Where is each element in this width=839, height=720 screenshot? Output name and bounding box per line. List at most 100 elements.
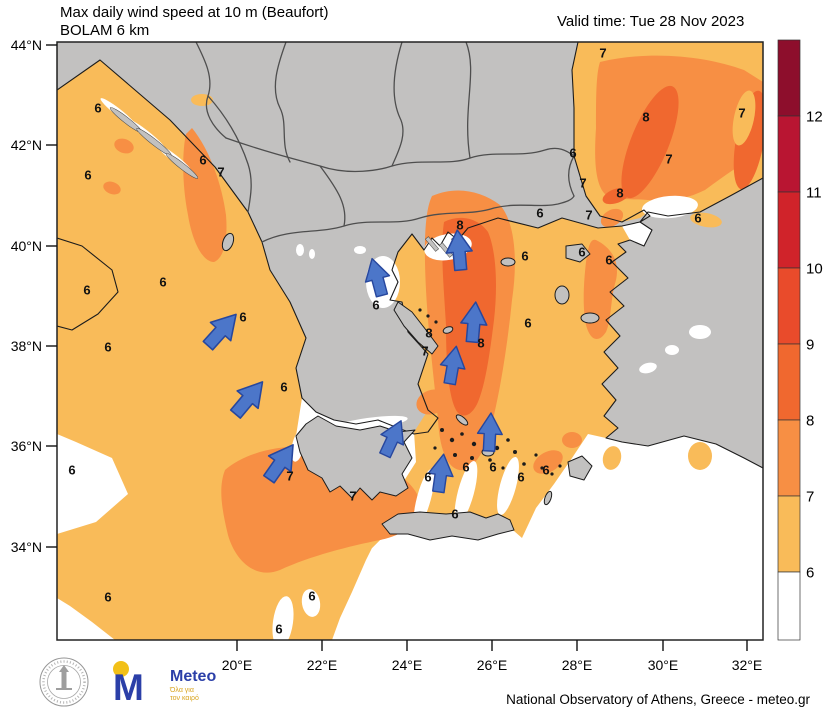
lon-tick-label: 28°E [562,657,593,673]
wind-speed-contour-label: 6 [524,316,531,331]
wind-speed-contour-label: 8 [477,336,484,351]
wind-direction-arrow-icon [476,412,503,452]
meteo-logo-m-icon: M [113,667,144,708]
wind-speed-contour-label: 7 [217,165,224,180]
wind-speed-contour-label: 6 [605,253,612,268]
corfu-island [221,232,235,252]
colorbar-value-label: 12 [806,108,823,125]
lon-tick-label: 24°E [392,657,423,673]
wind-direction-arrow-icon [379,420,405,459]
wind-speed-contour-label: 6 [694,211,701,226]
colorbar-segment [777,343,801,421]
wind-speed-contour-label: 7 [579,176,586,191]
colorbar-segment [777,495,801,573]
lon-tick-label: 30°E [648,657,679,673]
attribution-text: National Observatory of Athens, Greece -… [506,692,810,707]
colorbar: 12 11 10 9 8 7 6 [777,39,823,641]
wind-speed-contour-label: 6 [462,460,469,475]
chios-island [554,285,570,305]
colorbar-segment [777,115,801,193]
wind-direction-arrow-icon [460,301,488,344]
colorbar-segment [777,419,801,497]
wind-speed-contour-label: 6 [159,275,166,290]
wind-direction-arrow-icon [427,453,454,494]
wind-speed-contour-label: 6 [84,168,91,183]
lat-tick-label: 44°N [11,37,42,53]
colorbar-value-label: 8 [806,412,814,429]
wind-arrow-layer [202,229,503,494]
wind-speed-contour-label: 8 [456,218,463,233]
wind-direction-arrow-icon [445,229,473,272]
axis-layer: 44°N 42°N 40°N 38°N 36°N 34°N 20°E 22°E 24°E 26°E… [11,37,763,673]
lon-tick-label: 22°E [307,657,338,673]
wind-speed-contour-label: 6 [94,101,101,116]
lat-tick-label: 38°N [11,338,42,354]
meteo-logo-tagline-2: τον καιρό [170,694,199,702]
wind-speed-contour-label: 6 [280,380,287,395]
wind-speed-contour-label: 8 [616,186,623,201]
valid-time: Valid time: Tue 28 Nov 2023 [557,13,745,30]
wind-speed-contour-label: 6 [517,470,524,485]
wind-speed-contour-label: 8 [425,326,432,341]
wind-speed-contour-label: 6 [521,249,528,264]
wind-speed-contour-label: 6 [569,146,576,161]
wind-speed-contour-label: 6 [83,283,90,298]
wind-speed-contour-label: 7 [421,344,428,359]
colorbar-value-label: 11 [806,184,822,201]
wind-speed-contour-label: 6 [578,245,585,260]
wind-speed-contour-label: 7 [286,469,293,484]
wind-direction-arrow-icon [263,444,294,484]
meteo-logo: M Meteo Όλα για τον καιρό [113,661,216,708]
colorbar-value-label: 9 [806,336,814,353]
lat-tick-label: 34°N [11,539,42,555]
wind-speed-contour-label: 7 [599,46,606,61]
wind-speed-contour-label: 6 [542,463,549,478]
wind-speed-contour-label: 6 [104,340,111,355]
blacksea-core-streak [621,85,679,199]
lat-tick-label: 36°N [11,438,42,454]
colorbar-segment [777,39,801,117]
wind-direction-arrow-icon [364,257,391,298]
wind-speed-contour-label: 6 [536,206,543,221]
colorbar-segment [777,571,801,641]
wind-speed-contour-label: 6 [424,470,431,485]
lat-tick-label: 40°N [11,238,42,254]
wind-speed-contour-label: 8 [642,110,649,125]
colorbar-segment [777,191,801,269]
wind-speed-contour-label: 7 [738,106,745,121]
wind-direction-arrow-icon [439,345,466,386]
lon-tick-label: 26°E [477,657,508,673]
lon-tick-label: 20°E [222,657,253,673]
lat-tick-label: 42°N [11,137,42,153]
wind-speed-contour-label: 6 [308,589,315,604]
wind-direction-arrow-icon [202,313,237,351]
meteo-logo-name: Meteo [170,668,216,685]
wind-speed-contour-label: 6 [275,622,282,637]
wind-speed-contour-label: 7 [349,489,356,504]
map-title: Max daily wind speed at 10 m (Beaufort) [60,4,329,21]
colorbar-value-label: 10 [806,260,823,277]
wind-direction-arrow-icon [229,381,264,419]
colorbar-value-label: 7 [806,488,814,505]
meteo-logo-tagline-1: Όλα για [169,687,194,694]
limnos-island [500,257,516,267]
wind-speed-contour-label: 6 [451,507,458,522]
map-frame [56,41,764,641]
colorbar-value-label: 6 [806,564,814,581]
country-borders [195,42,575,243]
wind-speed-contour-label: 6 [239,310,246,325]
wind-speed-contour-label: 7 [585,208,592,223]
noa-seal-logo [39,657,89,707]
wind-speed-contour-label: 6 [199,153,206,168]
lon-tick-label: 32°E [732,657,763,673]
wind-speed-contour-label: 7 [665,152,672,167]
model-name: BOLAM 6 km [60,22,150,39]
meteo-logo-dot-icon [113,661,129,677]
wind-speed-contour-label: 6 [68,463,75,478]
wind-speed-contour-label: 6 [489,460,496,475]
sea-of-marmara [642,195,698,219]
